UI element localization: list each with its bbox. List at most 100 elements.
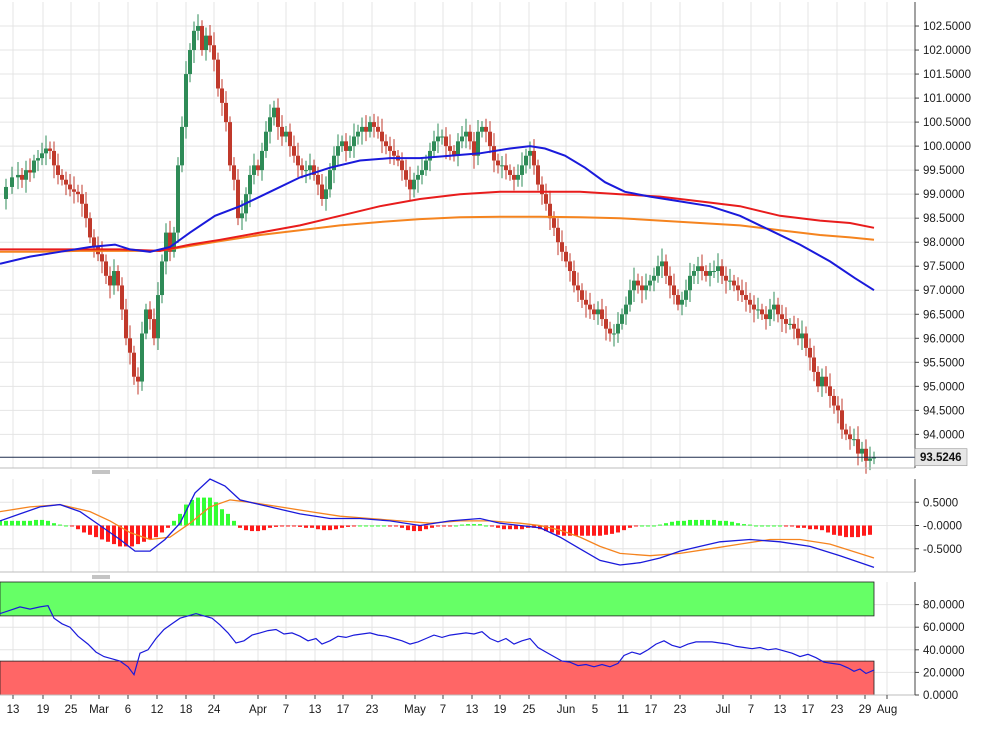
candle-body xyxy=(424,160,428,171)
candle-body xyxy=(344,141,348,151)
macd-histogram-bar xyxy=(160,525,164,533)
candle-body xyxy=(432,141,436,151)
candle-body xyxy=(548,203,552,219)
candle-body xyxy=(804,333,808,348)
candle-body xyxy=(308,165,312,171)
candle-body xyxy=(820,376,824,387)
panel-resize-handles[interactable] xyxy=(92,470,110,579)
candle-body xyxy=(488,131,492,147)
candle-body xyxy=(620,314,624,324)
macd-histogram-bar xyxy=(718,520,722,526)
macd-histogram-bar xyxy=(184,504,188,526)
macd-line xyxy=(0,478,875,569)
macd-histogram-bar xyxy=(106,525,110,542)
candle-body xyxy=(696,266,700,272)
macd-histogram-bar xyxy=(70,525,74,527)
rsi-overbought-zone xyxy=(0,581,875,617)
candle-body xyxy=(316,174,320,185)
candle-body xyxy=(116,271,120,286)
last-price-tag-text: 93.5246 xyxy=(920,452,962,464)
candle-body xyxy=(28,170,32,173)
candle-body xyxy=(540,184,544,195)
candle-body xyxy=(260,150,264,171)
macd-histogram-bar xyxy=(490,525,494,527)
x-tick-label: 13 xyxy=(309,704,322,716)
macd-histogram-bar xyxy=(226,513,230,526)
macd-histogram-bar xyxy=(442,525,446,527)
macd-histogram-bar xyxy=(508,525,512,530)
candle-body xyxy=(32,160,36,173)
candle-body xyxy=(236,179,240,219)
candle-body xyxy=(604,319,608,329)
candle-body xyxy=(404,170,408,180)
macd-histogram-bar xyxy=(748,524,752,526)
candle-body xyxy=(320,184,324,199)
candle-body xyxy=(188,50,192,75)
macd-histogram-bar xyxy=(94,525,98,538)
candle-body xyxy=(828,386,832,396)
macd-histogram-bar xyxy=(592,525,596,536)
candle-body xyxy=(624,304,628,315)
macd-histogram-bar xyxy=(772,525,776,527)
candle-body xyxy=(272,107,276,118)
candle-body xyxy=(504,165,508,171)
macd-histogram-bar xyxy=(670,521,674,526)
x-tick-label: 7 xyxy=(748,704,754,716)
candle-body xyxy=(364,126,368,132)
last-price-tag-box xyxy=(914,448,968,467)
macd-histogram-bar xyxy=(250,525,254,532)
candle-body xyxy=(60,174,64,180)
candle-body xyxy=(72,189,76,192)
candle-body xyxy=(728,280,732,282)
macd-histogram-bar xyxy=(574,525,578,536)
candle-body xyxy=(484,126,488,132)
candle-body xyxy=(568,261,572,272)
x-tick-label: Aug xyxy=(877,704,897,716)
macd-histogram-bar xyxy=(832,525,836,535)
candle-body xyxy=(136,376,140,382)
candle-body xyxy=(328,170,332,190)
macd-histogram-bar xyxy=(742,524,746,526)
candle-body xyxy=(824,376,828,387)
candle-body xyxy=(124,309,128,339)
macd-histogram-bar xyxy=(568,525,572,536)
price-tick-label: 98.0000 xyxy=(923,237,965,249)
x-tick-label: 23 xyxy=(674,704,687,716)
candle-body xyxy=(596,309,600,315)
candle-body xyxy=(176,165,180,233)
macd-signal-line xyxy=(0,499,875,559)
candle-body xyxy=(784,319,788,324)
x-tick-label: 5 xyxy=(592,704,598,716)
candle-body xyxy=(680,299,684,305)
macd-histogram-bar xyxy=(82,525,86,533)
macd-histogram-bar xyxy=(148,525,152,540)
macd-histogram-bar xyxy=(316,525,320,530)
x-tick-label: 19 xyxy=(37,704,50,716)
rsi-tick-label: 80.0000 xyxy=(923,600,965,612)
macd-histogram-bar xyxy=(178,513,182,526)
macd-histogram-bar xyxy=(328,525,332,531)
candle-body xyxy=(416,174,420,180)
x-tick-label: 6 xyxy=(125,704,131,716)
rsi-oversold-zone xyxy=(0,660,875,696)
candle-body xyxy=(776,304,780,315)
macd-histogram-bar xyxy=(784,525,788,527)
candle-body xyxy=(556,227,560,243)
x-tick-label: 11 xyxy=(617,704,629,716)
candle-body xyxy=(464,131,468,137)
candle-body xyxy=(848,434,852,440)
candle-body xyxy=(460,136,464,142)
candle-body xyxy=(204,35,208,51)
candle-body xyxy=(520,165,524,175)
candle-body xyxy=(256,165,260,171)
macd-histogram-bar xyxy=(826,525,830,533)
x-tick-label: 17 xyxy=(337,704,350,716)
candle-body xyxy=(408,179,412,190)
candle-body xyxy=(324,189,328,199)
candle-body xyxy=(832,395,836,406)
macd-histogram-bar xyxy=(28,520,32,526)
macd-histogram-bar xyxy=(514,525,518,530)
macd-histogram-bar xyxy=(304,525,308,528)
candle-body xyxy=(412,179,416,190)
macd-histogram-bar xyxy=(76,525,80,530)
